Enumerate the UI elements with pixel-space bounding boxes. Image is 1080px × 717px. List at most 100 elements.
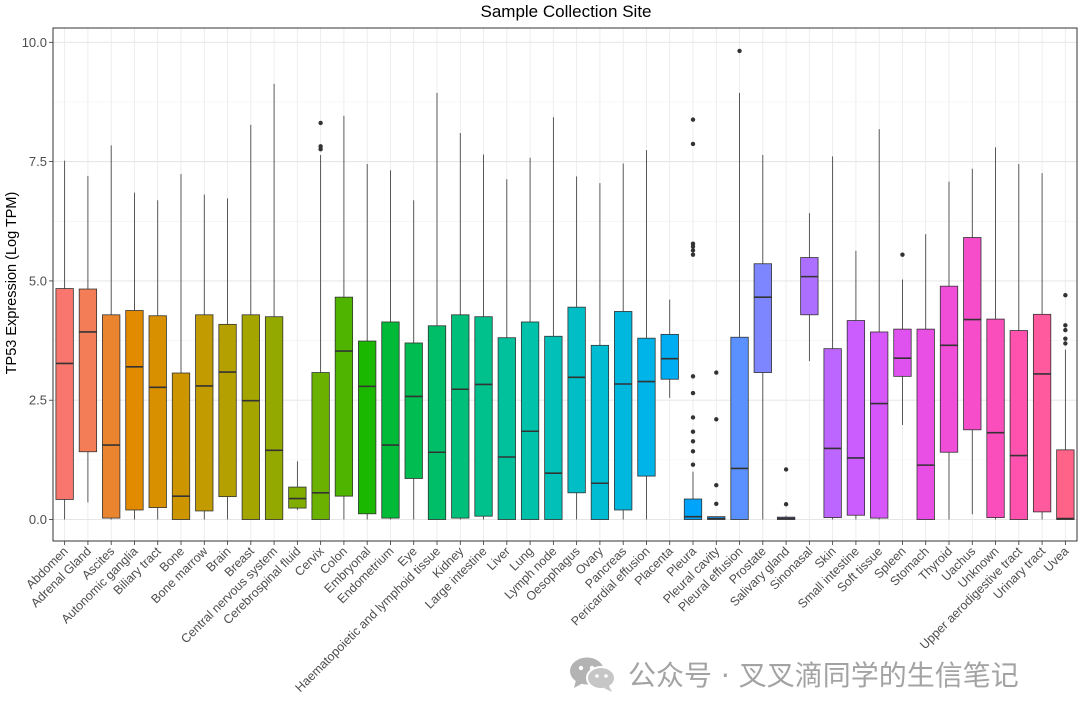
box-sinonasal [800,213,819,362]
box-iqr [637,337,656,477]
box-iqr [381,321,400,519]
box-iqr [1009,330,1028,520]
box-iqr [870,331,889,519]
box-biliary-tract [148,200,167,520]
box-thyroid [939,181,959,520]
outlier-point [714,417,719,422]
box-unknown [986,147,1005,520]
outlier-point [690,415,696,420]
box-upper-aerodigestive-tract [1009,164,1028,520]
box-small-intestine [846,250,866,520]
box-iqr [846,320,866,516]
outlier-point [714,482,719,488]
box-pleural-cavity [707,370,726,520]
box-iqr [986,318,1005,519]
box-iqr [544,335,563,520]
outlier-point [318,120,323,126]
box-lung [520,157,540,520]
box-iqr [451,314,470,519]
box-iqr [614,311,633,511]
box-iqr [78,288,98,453]
box-iqr [148,315,167,508]
box-colon [334,115,354,520]
box-prostate [753,154,772,520]
box-iqr [241,314,260,520]
box-eye [404,200,423,520]
outlier-point [737,48,742,54]
box-iqr [358,340,377,515]
box-iqr [264,316,284,520]
box-large-intestine [474,154,493,520]
box-pancreas [614,163,633,520]
box-iqr [102,314,121,519]
outlier-point [690,252,696,257]
outlier-point [318,144,323,149]
box-iqr [497,337,516,520]
box-iqr [753,263,772,373]
outlier-point [690,429,696,434]
outlier-point [690,241,696,246]
box-endometrium [381,170,400,520]
outlier-point [690,449,696,454]
outlier-point [690,374,696,379]
box-bone-marrow [195,194,214,520]
y-tick-label: 7.5 [29,154,47,169]
box-cervix [311,120,330,520]
box-iqr [893,328,912,377]
outlier-point [690,248,696,253]
box-iqr [427,325,447,520]
box-pericardial-effusion [637,150,656,520]
outlier-point [690,117,696,122]
box-iqr [567,306,586,494]
wechat-icon [570,657,616,692]
box-iqr [823,348,842,519]
box-iqr [660,333,679,380]
box-abdomen [55,160,74,520]
box-iqr [55,288,74,500]
outlier-point [1063,341,1068,346]
plot-border [52,27,1078,542]
chart-title: Sample Collection Site [480,2,651,21]
box-haematopoietic-and-lymphoid-tissue [427,92,447,520]
outlier-point [783,467,789,472]
box-uvea [1056,293,1075,520]
box-soft-tissue [870,129,889,520]
box-liver [497,179,516,520]
box-iqr [404,342,423,479]
box-ovary [590,183,610,520]
box-iqr [125,310,144,511]
box-iqr [590,344,610,520]
box-iqr [683,498,703,520]
box-iqr [730,336,749,520]
y-tick-label: 2.5 [29,393,47,408]
box-pleura [683,117,703,520]
box-iqr [195,314,214,512]
box-breast [241,124,260,520]
box-central-nervous-system [264,83,284,520]
watermark: 公众号 · 叉叉滴同学的生信笔记 [568,652,1019,696]
box-stomach [916,234,935,520]
y-tick-label: 10.0 [22,35,47,50]
box-salivary-gland [776,467,796,520]
box-iqr [334,296,354,497]
y-tick-label: 0.0 [29,512,47,527]
x-tick-label: Liver [484,544,513,573]
box-iqr [800,257,819,316]
outlier-point [690,462,696,467]
outlier-point [1063,327,1068,333]
box-oesophagus [567,176,586,520]
box-iqr [288,486,307,509]
box-skin [823,156,842,520]
outlier-point [690,390,696,396]
box-adrenal-gland [78,175,98,503]
box-lymph-node [544,117,563,520]
box-kidney [451,132,470,520]
outlier-point [1063,336,1068,341]
outlier-point [690,439,696,444]
outlier-point [1063,293,1068,298]
box-cerebrospinal-fluid [288,461,307,510]
box-autonomic-ganglia [125,192,144,520]
box-spleen [893,252,912,426]
